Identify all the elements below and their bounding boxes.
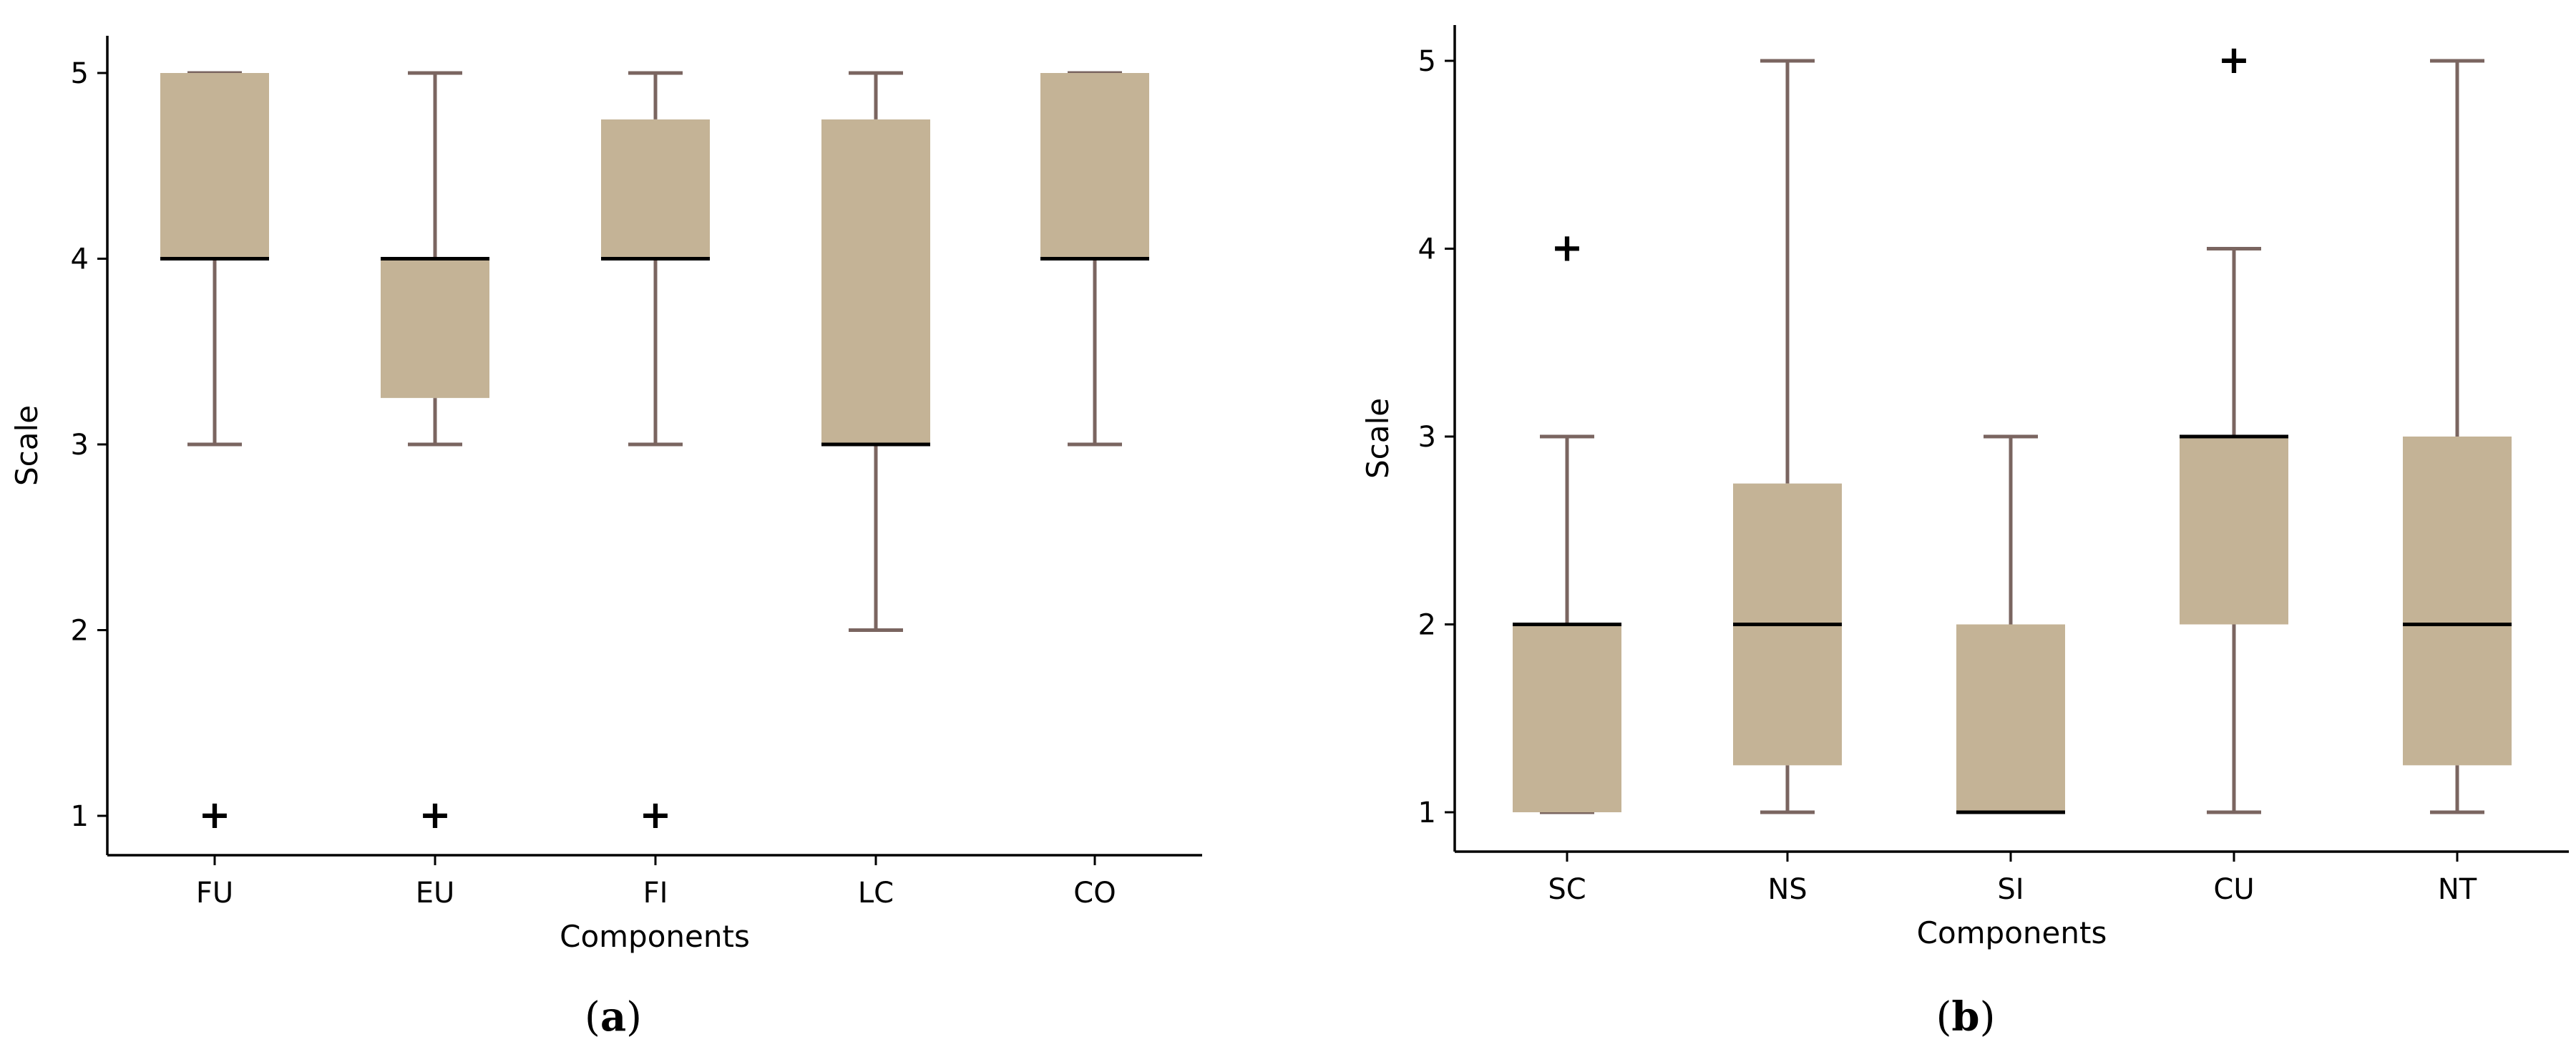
y-tick-label: 2 bbox=[1418, 609, 1436, 642]
y-tick-label: 4 bbox=[71, 243, 89, 276]
panel-b: + +1 2 3 4 5 SC NS SI CU NT Components Scale bbox=[1360, 25, 2569, 950]
box-body bbox=[2180, 437, 2288, 625]
x-tick-label-fi: FI bbox=[643, 877, 668, 910]
box-body bbox=[1513, 624, 1621, 812]
box-body bbox=[1040, 73, 1149, 259]
box-sc: + bbox=[1513, 225, 1621, 814]
box-lc bbox=[821, 71, 930, 632]
y-tick-label: 3 bbox=[1418, 421, 1436, 454]
box-body bbox=[601, 119, 710, 259]
box-cu: + bbox=[2180, 37, 2288, 814]
box-body bbox=[381, 258, 489, 399]
box-body bbox=[821, 119, 930, 444]
outlier-marker: + bbox=[2218, 37, 2250, 82]
x-tick-label-co: CO bbox=[1073, 877, 1116, 910]
y-tick-label: 1 bbox=[1418, 797, 1436, 829]
panel-a-caption: (a) bbox=[585, 993, 642, 1041]
box-body bbox=[160, 73, 269, 259]
x-axis-label: Components bbox=[1917, 915, 2107, 950]
panel-a: + + +1 2 3 4 5 FU EU FI LC CO Components Scale bbox=[9, 36, 1202, 954]
outlier-marker: + bbox=[198, 792, 230, 837]
y-tick-label: 5 bbox=[71, 57, 89, 90]
x-tick-label-ns: NS bbox=[1767, 873, 1807, 906]
x-tick-label-fu: FU bbox=[196, 877, 233, 910]
panel-b-caption: (b) bbox=[1936, 993, 1996, 1041]
x-axis-label: Components bbox=[560, 919, 750, 954]
box-si bbox=[1956, 434, 2065, 814]
x-tick-label-nt: NT bbox=[2438, 873, 2477, 906]
box-ns bbox=[1733, 59, 1842, 814]
y-tick-label: 2 bbox=[71, 615, 89, 648]
x-tick-label-lc: LC bbox=[858, 877, 894, 910]
y-axis-label: Scale bbox=[9, 405, 44, 486]
y-axis-label: Scale bbox=[1360, 398, 1395, 479]
x-tick-label-sc: SC bbox=[1548, 873, 1586, 906]
outlier-marker: + bbox=[419, 792, 451, 837]
y-tick-label: 1 bbox=[71, 800, 89, 833]
x-tick-label-cu: CU bbox=[2213, 873, 2254, 906]
outlier-marker: + bbox=[1551, 225, 1583, 271]
y-tick-label: 3 bbox=[71, 429, 89, 462]
y-tick-label: 4 bbox=[1418, 233, 1436, 266]
box-eu: + bbox=[381, 71, 489, 837]
box-body bbox=[2403, 437, 2512, 766]
box-fi: + bbox=[601, 71, 710, 837]
box-nt bbox=[2403, 59, 2512, 814]
box-co bbox=[1040, 71, 1149, 447]
box-body bbox=[1956, 624, 2065, 812]
outlier-marker: + bbox=[639, 792, 671, 837]
x-tick-label-si: SI bbox=[1997, 873, 2024, 906]
box-fu: + bbox=[160, 71, 269, 837]
x-tick-label-eu: EU bbox=[416, 877, 455, 910]
y-tick-label: 5 bbox=[1418, 45, 1436, 78]
